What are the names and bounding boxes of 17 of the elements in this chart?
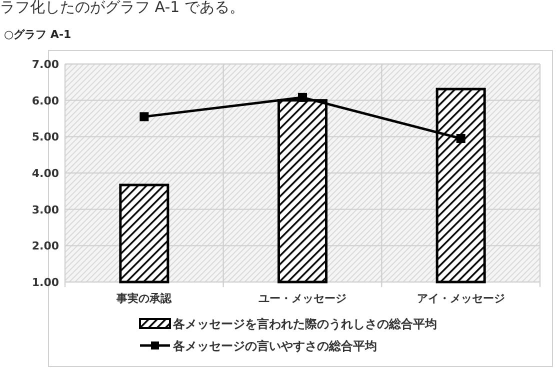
x-tick-label: ユー・メッセージ [258,292,346,305]
y-tick-label: 5.00 [32,130,60,144]
point [140,112,149,122]
point [456,134,466,143]
legend-label: 各メッセージを言われた際のうれしさの総合平均 [172,317,437,331]
y-tick-label: 1.00 [32,276,60,289]
chart-title: ○グラフ A-1 [4,28,72,41]
y-tick-label: 7.00 [32,58,60,71]
point [298,92,307,102]
x-tick-label: 事実の承認 [116,292,173,305]
y-tick-label: 4.00 [32,167,60,180]
y-tick-label: 6.00 [32,94,60,108]
y-tick-label: 2.00 [32,240,60,253]
text: ラフ化したのがグラフ A-1 である。 [0,0,244,16]
legend-label: 各メッセージの言いやすさの総合平均 [172,339,377,353]
x-tick-label: アイ・メッセージ [416,292,505,305]
y-tick-label: 3.00 [32,203,60,216]
